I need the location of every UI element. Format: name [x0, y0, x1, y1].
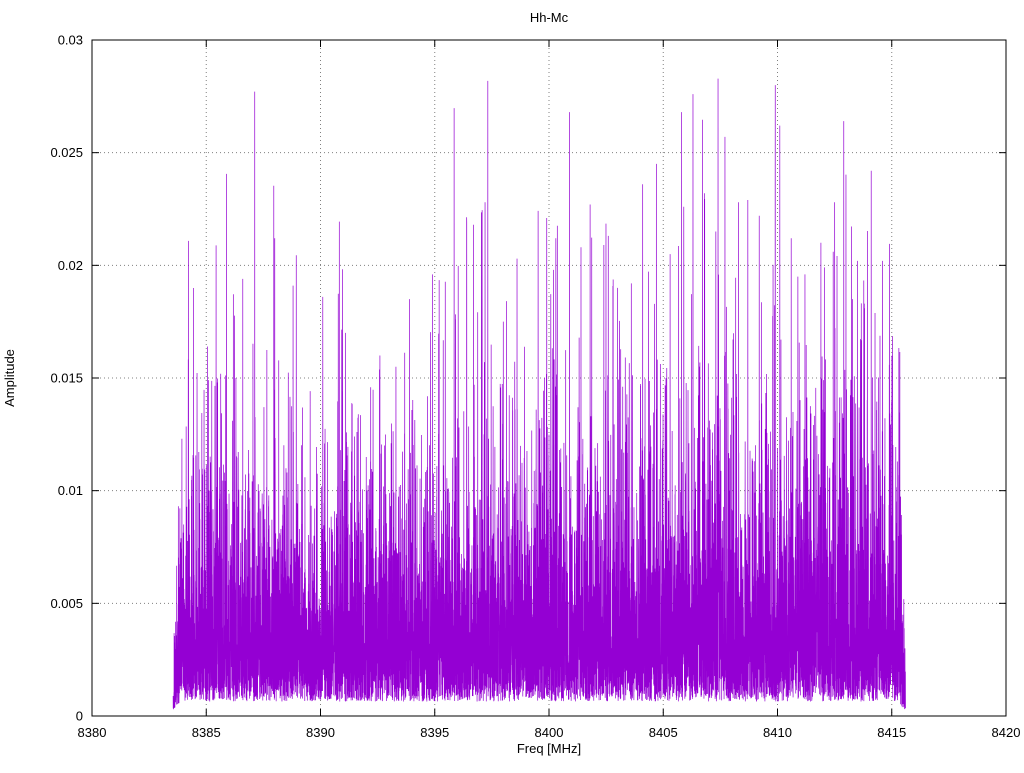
- plot-border: [91, 39, 1007, 717]
- x-tick-label: 8390: [306, 725, 335, 740]
- y-tick-label: 0.025: [50, 145, 83, 160]
- x-tick-label: 8385: [192, 725, 221, 740]
- y-tick-label: 0.02: [58, 258, 83, 273]
- y-tick-label: 0: [76, 709, 83, 724]
- y-tick-label: 0.015: [50, 371, 83, 386]
- x-tick-label: 8400: [535, 725, 564, 740]
- x-tick-label: 8415: [877, 725, 906, 740]
- y-tick-label: 0.005: [50, 596, 83, 611]
- y-tick-label: 0.03: [58, 33, 83, 48]
- x-tick-label: 8380: [78, 725, 107, 740]
- x-tick-label: 8410: [763, 725, 792, 740]
- x-tick-label: 8420: [992, 725, 1021, 740]
- spectrum-series: [172, 78, 906, 710]
- x-axis-label: Freq [MHz]: [517, 741, 581, 756]
- chart-title: Hh-Mc: [530, 10, 569, 25]
- x-tick-label: 8395: [420, 725, 449, 740]
- y-axis-label: Amplitude: [2, 349, 17, 407]
- y-tick-label: 0.01: [58, 483, 83, 498]
- x-tick-label: 8405: [649, 725, 678, 740]
